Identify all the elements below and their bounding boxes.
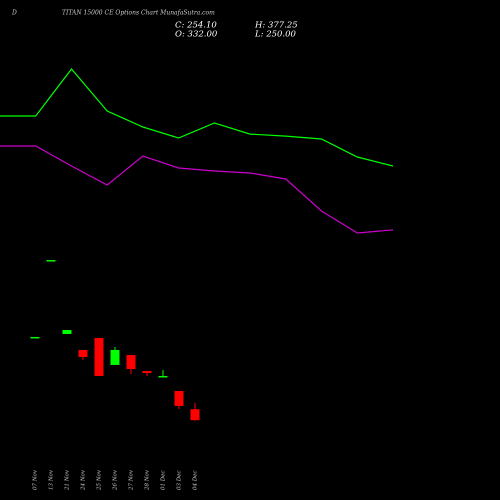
stat: O: 332.00: [175, 30, 218, 40]
x-tick-label: 13 Nov: [49, 469, 55, 490]
x-tick-label: 25 Nov: [97, 469, 103, 491]
logo: D: [11, 10, 17, 17]
candle-body: [78, 349, 88, 358]
candle-body: [174, 390, 184, 406]
line: [0, 68, 394, 167]
x-tick-label: 24 Nov: [81, 469, 87, 491]
candle-body: [110, 349, 120, 365]
x-tick-label: 28 Nov: [145, 469, 151, 491]
candle-body: [126, 355, 136, 370]
candle-body: [190, 409, 200, 421]
candle-body: [46, 260, 56, 262]
x-tick-label: 04 Dec: [193, 471, 199, 491]
x-tick-label: 01 Dec: [161, 471, 167, 491]
stat: L: 250.00: [254, 30, 297, 40]
x-tick-label: 27 Nov: [129, 469, 135, 491]
candle-body: [158, 375, 168, 378]
x-tick-label: 03 Dec: [177, 471, 183, 491]
x-tick-label: 07 Nov: [33, 469, 39, 490]
line: [0, 145, 394, 234]
chart-title: TITAN 15000 CE Options Chart MunafaSutra…: [62, 10, 215, 17]
candle-body: [62, 330, 72, 334]
x-tick-label: 26 Nov: [113, 469, 119, 491]
candle-body: [30, 336, 40, 339]
x-tick-label: 21 Nov: [65, 469, 71, 491]
candle-body: [94, 337, 104, 376]
stat: H: 377.25: [254, 21, 298, 31]
candle-body: [142, 371, 152, 374]
stat: C: 254.10: [175, 21, 217, 31]
